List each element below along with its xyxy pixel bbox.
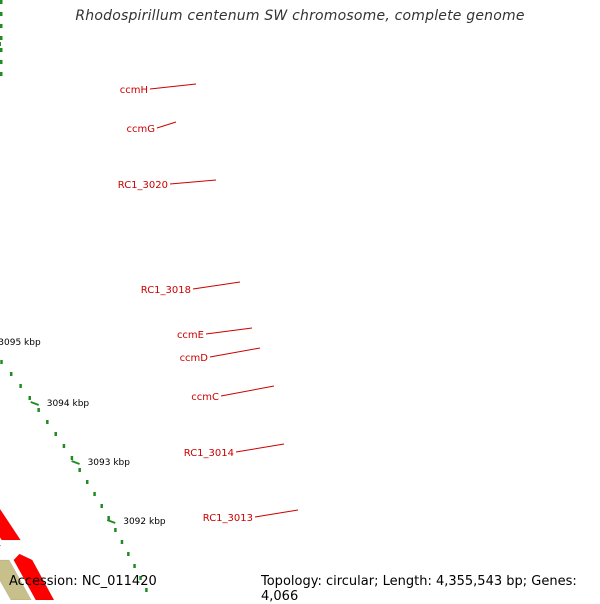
ruler-major-tick <box>30 401 40 406</box>
feature-label-ccmG: ccmG <box>127 124 156 135</box>
gene-track-dot <box>0 60 3 64</box>
feature-label-ccmE: ccmE <box>177 330 204 341</box>
ruler-dot <box>9 372 13 376</box>
feature-label-ccmD: ccmD <box>180 353 209 364</box>
ruler-dot <box>107 516 110 520</box>
feature-label-RC1_3014: RC1_3014 <box>184 448 234 459</box>
gene-block <box>0 559 32 600</box>
gene-track-dot <box>0 0 3 4</box>
ruler-major-tick <box>106 519 116 524</box>
ruler-dot <box>37 408 40 412</box>
cds-track <box>0 508 55 600</box>
ruler-dot <box>78 468 81 472</box>
ruler-dot <box>114 528 117 532</box>
ruler-dot <box>139 576 142 580</box>
map-title: Rhodospirillum centenum SW chromosome, c… <box>75 8 525 24</box>
ruler-dot <box>127 552 130 556</box>
callout-line <box>205 327 253 335</box>
feature-label-RC1_3018: RC1_3018 <box>141 285 191 296</box>
feature-label-ccmC: ccmC <box>191 392 219 403</box>
ruler-minor-ticks <box>0 360 148 592</box>
ruler-tick-label: 3095 kbp <box>0 338 41 348</box>
callout-line <box>254 509 299 518</box>
gene-track-dot <box>0 24 3 28</box>
ruler-dot <box>133 564 136 568</box>
ruler-dot <box>54 432 57 436</box>
ruler-dot <box>19 384 22 388</box>
ruler-tick-label: 3094 kbp <box>47 399 90 409</box>
gene-track <box>0 544 32 600</box>
ruler-dot <box>120 540 124 544</box>
ruler-dot <box>100 504 103 508</box>
ruler-dot <box>28 396 31 400</box>
ruler-major-tick <box>71 460 80 465</box>
ruler-dot <box>62 444 66 448</box>
callout-line <box>156 121 177 129</box>
accession-label: Accession: NC_011420 <box>9 574 157 589</box>
ruler-tick-label: 3093 kbp <box>88 458 131 468</box>
callout-line <box>220 385 275 397</box>
callout-line <box>209 347 261 358</box>
feature-label-RC1_3013: RC1_3013 <box>203 513 253 524</box>
ruler-dot <box>0 360 3 364</box>
feature-label-ccmH: ccmH <box>120 85 148 96</box>
callout-line <box>235 443 285 453</box>
gene-track-dot <box>0 48 3 52</box>
gene-track-dot <box>0 72 3 76</box>
ruler-major-ticks: 3100 kbp3099 kbp3098 kbp3097 kbp3096 kbp… <box>0 338 166 527</box>
gene-track-dot <box>0 12 3 16</box>
feature-callouts: ccmH ccmG RC1_3020 RC1_3018 ccmE ccmD ccmC RC1_… <box>118 83 299 524</box>
ruler-dot <box>70 456 74 460</box>
callout-line <box>169 179 217 185</box>
ruler-dot <box>46 420 49 424</box>
ruler-dot <box>85 480 89 484</box>
callout-line <box>192 281 241 290</box>
ruler-dot <box>93 492 96 496</box>
ruler-tick-label: 3092 kbp <box>123 517 166 527</box>
gene-track-dot <box>0 36 3 40</box>
ruler-dot <box>145 588 148 592</box>
gene-track-ticks <box>0 0 3 76</box>
gene-block-RC1_3014 <box>0 544 2 547</box>
feature-label-RC1_3020: RC1_3020 <box>118 180 168 191</box>
cds-arrow <box>0 508 21 541</box>
cds-arrow <box>13 553 55 600</box>
callout-line <box>149 83 197 90</box>
